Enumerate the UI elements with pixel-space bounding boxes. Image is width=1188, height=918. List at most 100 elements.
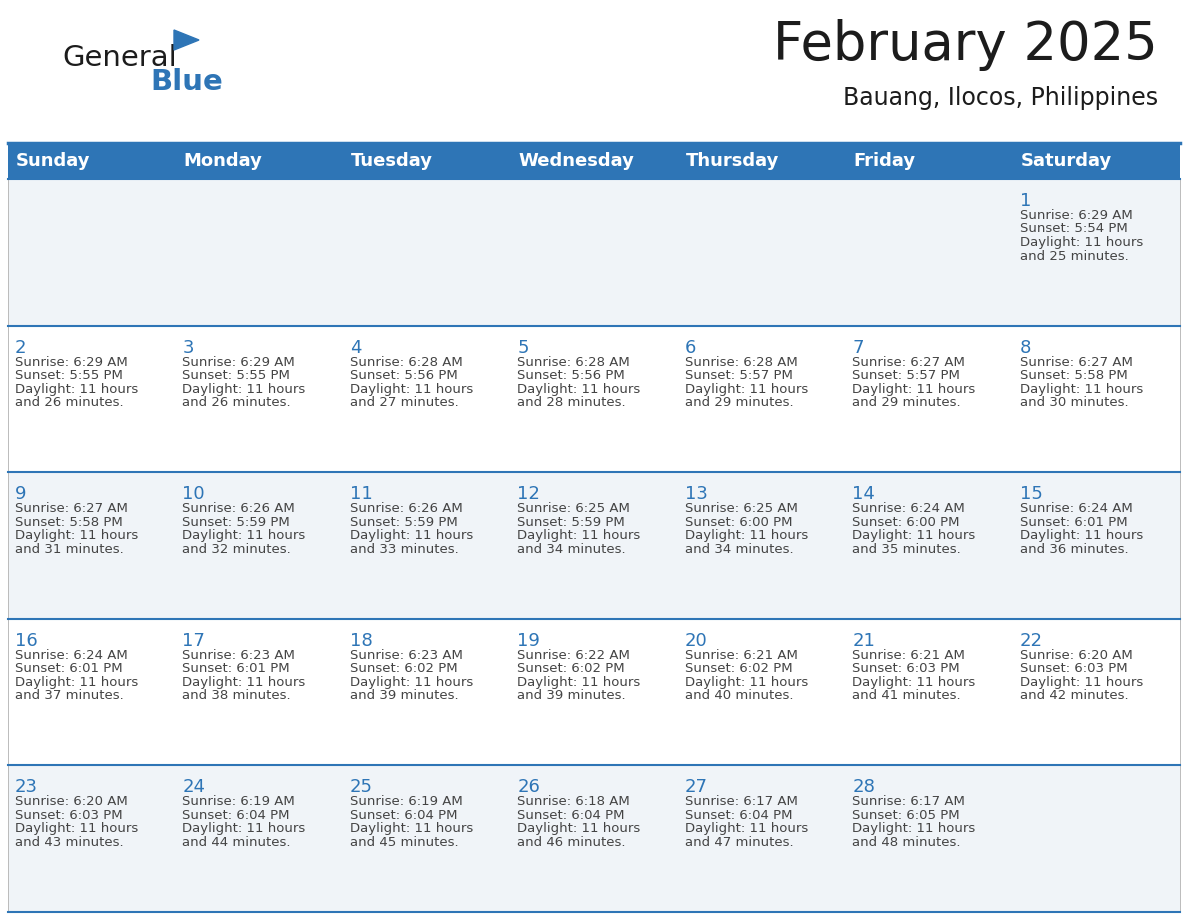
Text: and 28 minutes.: and 28 minutes. bbox=[517, 396, 626, 409]
Text: 20: 20 bbox=[684, 632, 708, 650]
Text: 14: 14 bbox=[852, 486, 876, 503]
Text: 26: 26 bbox=[517, 778, 541, 797]
Text: Sunset: 5:54 PM: Sunset: 5:54 PM bbox=[1019, 222, 1127, 236]
Text: General: General bbox=[62, 44, 177, 72]
Text: 17: 17 bbox=[183, 632, 206, 650]
Text: Sunset: 6:04 PM: Sunset: 6:04 PM bbox=[517, 809, 625, 822]
Text: and 29 minutes.: and 29 minutes. bbox=[852, 396, 961, 409]
Text: Daylight: 11 hours: Daylight: 11 hours bbox=[183, 676, 305, 688]
Text: Sunset: 6:00 PM: Sunset: 6:00 PM bbox=[852, 516, 960, 529]
Text: and 27 minutes.: and 27 minutes. bbox=[349, 396, 459, 409]
Text: 22: 22 bbox=[1019, 632, 1043, 650]
Text: Daylight: 11 hours: Daylight: 11 hours bbox=[349, 676, 473, 688]
Text: 1: 1 bbox=[1019, 192, 1031, 210]
Text: Sunset: 6:02 PM: Sunset: 6:02 PM bbox=[517, 662, 625, 676]
Text: Sunset: 5:55 PM: Sunset: 5:55 PM bbox=[15, 369, 122, 382]
Text: Sunrise: 6:17 AM: Sunrise: 6:17 AM bbox=[684, 795, 797, 809]
Text: Sunset: 6:04 PM: Sunset: 6:04 PM bbox=[684, 809, 792, 822]
Text: Sunset: 6:04 PM: Sunset: 6:04 PM bbox=[349, 809, 457, 822]
Text: Bauang, Ilocos, Philippines: Bauang, Ilocos, Philippines bbox=[842, 86, 1158, 110]
Text: and 34 minutes.: and 34 minutes. bbox=[684, 543, 794, 555]
Text: and 29 minutes.: and 29 minutes. bbox=[684, 396, 794, 409]
Text: 21: 21 bbox=[852, 632, 876, 650]
Text: and 37 minutes.: and 37 minutes. bbox=[15, 689, 124, 702]
Text: Daylight: 11 hours: Daylight: 11 hours bbox=[349, 383, 473, 396]
Text: and 47 minutes.: and 47 minutes. bbox=[684, 836, 794, 849]
Text: and 34 minutes.: and 34 minutes. bbox=[517, 543, 626, 555]
Text: 7: 7 bbox=[852, 339, 864, 356]
Text: and 44 minutes.: and 44 minutes. bbox=[183, 836, 291, 849]
Text: Sunset: 6:01 PM: Sunset: 6:01 PM bbox=[1019, 516, 1127, 529]
Bar bbox=[8, 143, 1180, 179]
Text: Sunset: 5:57 PM: Sunset: 5:57 PM bbox=[852, 369, 960, 382]
Text: Blue: Blue bbox=[150, 68, 223, 96]
Text: and 35 minutes.: and 35 minutes. bbox=[852, 543, 961, 555]
Text: and 32 minutes.: and 32 minutes. bbox=[183, 543, 291, 555]
Text: and 39 minutes.: and 39 minutes. bbox=[349, 689, 459, 702]
Text: Daylight: 11 hours: Daylight: 11 hours bbox=[349, 529, 473, 543]
Text: 6: 6 bbox=[684, 339, 696, 356]
Text: Sunrise: 6:27 AM: Sunrise: 6:27 AM bbox=[15, 502, 128, 515]
Text: Sunrise: 6:29 AM: Sunrise: 6:29 AM bbox=[183, 355, 295, 369]
Text: Sunrise: 6:26 AM: Sunrise: 6:26 AM bbox=[183, 502, 295, 515]
Text: Sunrise: 6:21 AM: Sunrise: 6:21 AM bbox=[684, 649, 797, 662]
Bar bbox=[8, 326, 1180, 472]
Text: Sunrise: 6:29 AM: Sunrise: 6:29 AM bbox=[1019, 209, 1132, 222]
Text: Sunrise: 6:23 AM: Sunrise: 6:23 AM bbox=[349, 649, 463, 662]
Text: Sunrise: 6:28 AM: Sunrise: 6:28 AM bbox=[684, 355, 797, 369]
Text: Sunrise: 6:24 AM: Sunrise: 6:24 AM bbox=[15, 649, 128, 662]
Text: Daylight: 11 hours: Daylight: 11 hours bbox=[852, 529, 975, 543]
Text: Sunrise: 6:25 AM: Sunrise: 6:25 AM bbox=[684, 502, 797, 515]
Text: Daylight: 11 hours: Daylight: 11 hours bbox=[517, 529, 640, 543]
Text: Sunset: 5:58 PM: Sunset: 5:58 PM bbox=[15, 516, 122, 529]
Text: Sunrise: 6:27 AM: Sunrise: 6:27 AM bbox=[852, 355, 965, 369]
Text: Sunrise: 6:21 AM: Sunrise: 6:21 AM bbox=[852, 649, 965, 662]
Text: Daylight: 11 hours: Daylight: 11 hours bbox=[852, 823, 975, 835]
Text: 11: 11 bbox=[349, 486, 373, 503]
Text: Sunset: 6:02 PM: Sunset: 6:02 PM bbox=[684, 662, 792, 676]
Text: Sunrise: 6:28 AM: Sunrise: 6:28 AM bbox=[517, 355, 630, 369]
Text: Sunset: 6:01 PM: Sunset: 6:01 PM bbox=[183, 662, 290, 676]
Text: Thursday: Thursday bbox=[685, 152, 779, 170]
Text: Sunrise: 6:20 AM: Sunrise: 6:20 AM bbox=[1019, 649, 1132, 662]
Text: Daylight: 11 hours: Daylight: 11 hours bbox=[1019, 676, 1143, 688]
Text: Sunrise: 6:17 AM: Sunrise: 6:17 AM bbox=[852, 795, 965, 809]
Text: 27: 27 bbox=[684, 778, 708, 797]
Text: 12: 12 bbox=[517, 486, 541, 503]
Text: 19: 19 bbox=[517, 632, 541, 650]
Text: Daylight: 11 hours: Daylight: 11 hours bbox=[183, 383, 305, 396]
Text: and 45 minutes.: and 45 minutes. bbox=[349, 836, 459, 849]
Bar bbox=[8, 766, 1180, 912]
Text: Daylight: 11 hours: Daylight: 11 hours bbox=[15, 823, 138, 835]
Text: and 41 minutes.: and 41 minutes. bbox=[852, 689, 961, 702]
Text: 24: 24 bbox=[183, 778, 206, 797]
Text: 18: 18 bbox=[349, 632, 373, 650]
Text: Daylight: 11 hours: Daylight: 11 hours bbox=[684, 383, 808, 396]
Text: Sunrise: 6:20 AM: Sunrise: 6:20 AM bbox=[15, 795, 128, 809]
Text: Sunset: 5:58 PM: Sunset: 5:58 PM bbox=[1019, 369, 1127, 382]
Text: 4: 4 bbox=[349, 339, 361, 356]
Text: Sunrise: 6:19 AM: Sunrise: 6:19 AM bbox=[183, 795, 295, 809]
Text: Daylight: 11 hours: Daylight: 11 hours bbox=[15, 676, 138, 688]
Text: Daylight: 11 hours: Daylight: 11 hours bbox=[684, 529, 808, 543]
Text: Daylight: 11 hours: Daylight: 11 hours bbox=[1019, 236, 1143, 249]
Text: and 31 minutes.: and 31 minutes. bbox=[15, 543, 124, 555]
Text: Daylight: 11 hours: Daylight: 11 hours bbox=[15, 529, 138, 543]
Text: 25: 25 bbox=[349, 778, 373, 797]
Text: Sunrise: 6:29 AM: Sunrise: 6:29 AM bbox=[15, 355, 128, 369]
Text: February 2025: February 2025 bbox=[773, 19, 1158, 71]
Text: and 33 minutes.: and 33 minutes. bbox=[349, 543, 459, 555]
Text: Daylight: 11 hours: Daylight: 11 hours bbox=[517, 676, 640, 688]
Text: 10: 10 bbox=[183, 486, 206, 503]
Text: Sunrise: 6:24 AM: Sunrise: 6:24 AM bbox=[1019, 502, 1132, 515]
Text: Sunset: 6:00 PM: Sunset: 6:00 PM bbox=[684, 516, 792, 529]
Text: Tuesday: Tuesday bbox=[350, 152, 432, 170]
Text: 9: 9 bbox=[15, 486, 26, 503]
Text: and 25 minutes.: and 25 minutes. bbox=[1019, 250, 1129, 263]
Text: and 40 minutes.: and 40 minutes. bbox=[684, 689, 794, 702]
Text: and 38 minutes.: and 38 minutes. bbox=[183, 689, 291, 702]
Text: Sunset: 6:03 PM: Sunset: 6:03 PM bbox=[1019, 662, 1127, 676]
Text: 5: 5 bbox=[517, 339, 529, 356]
Text: Daylight: 11 hours: Daylight: 11 hours bbox=[517, 383, 640, 396]
Text: 2: 2 bbox=[15, 339, 26, 356]
